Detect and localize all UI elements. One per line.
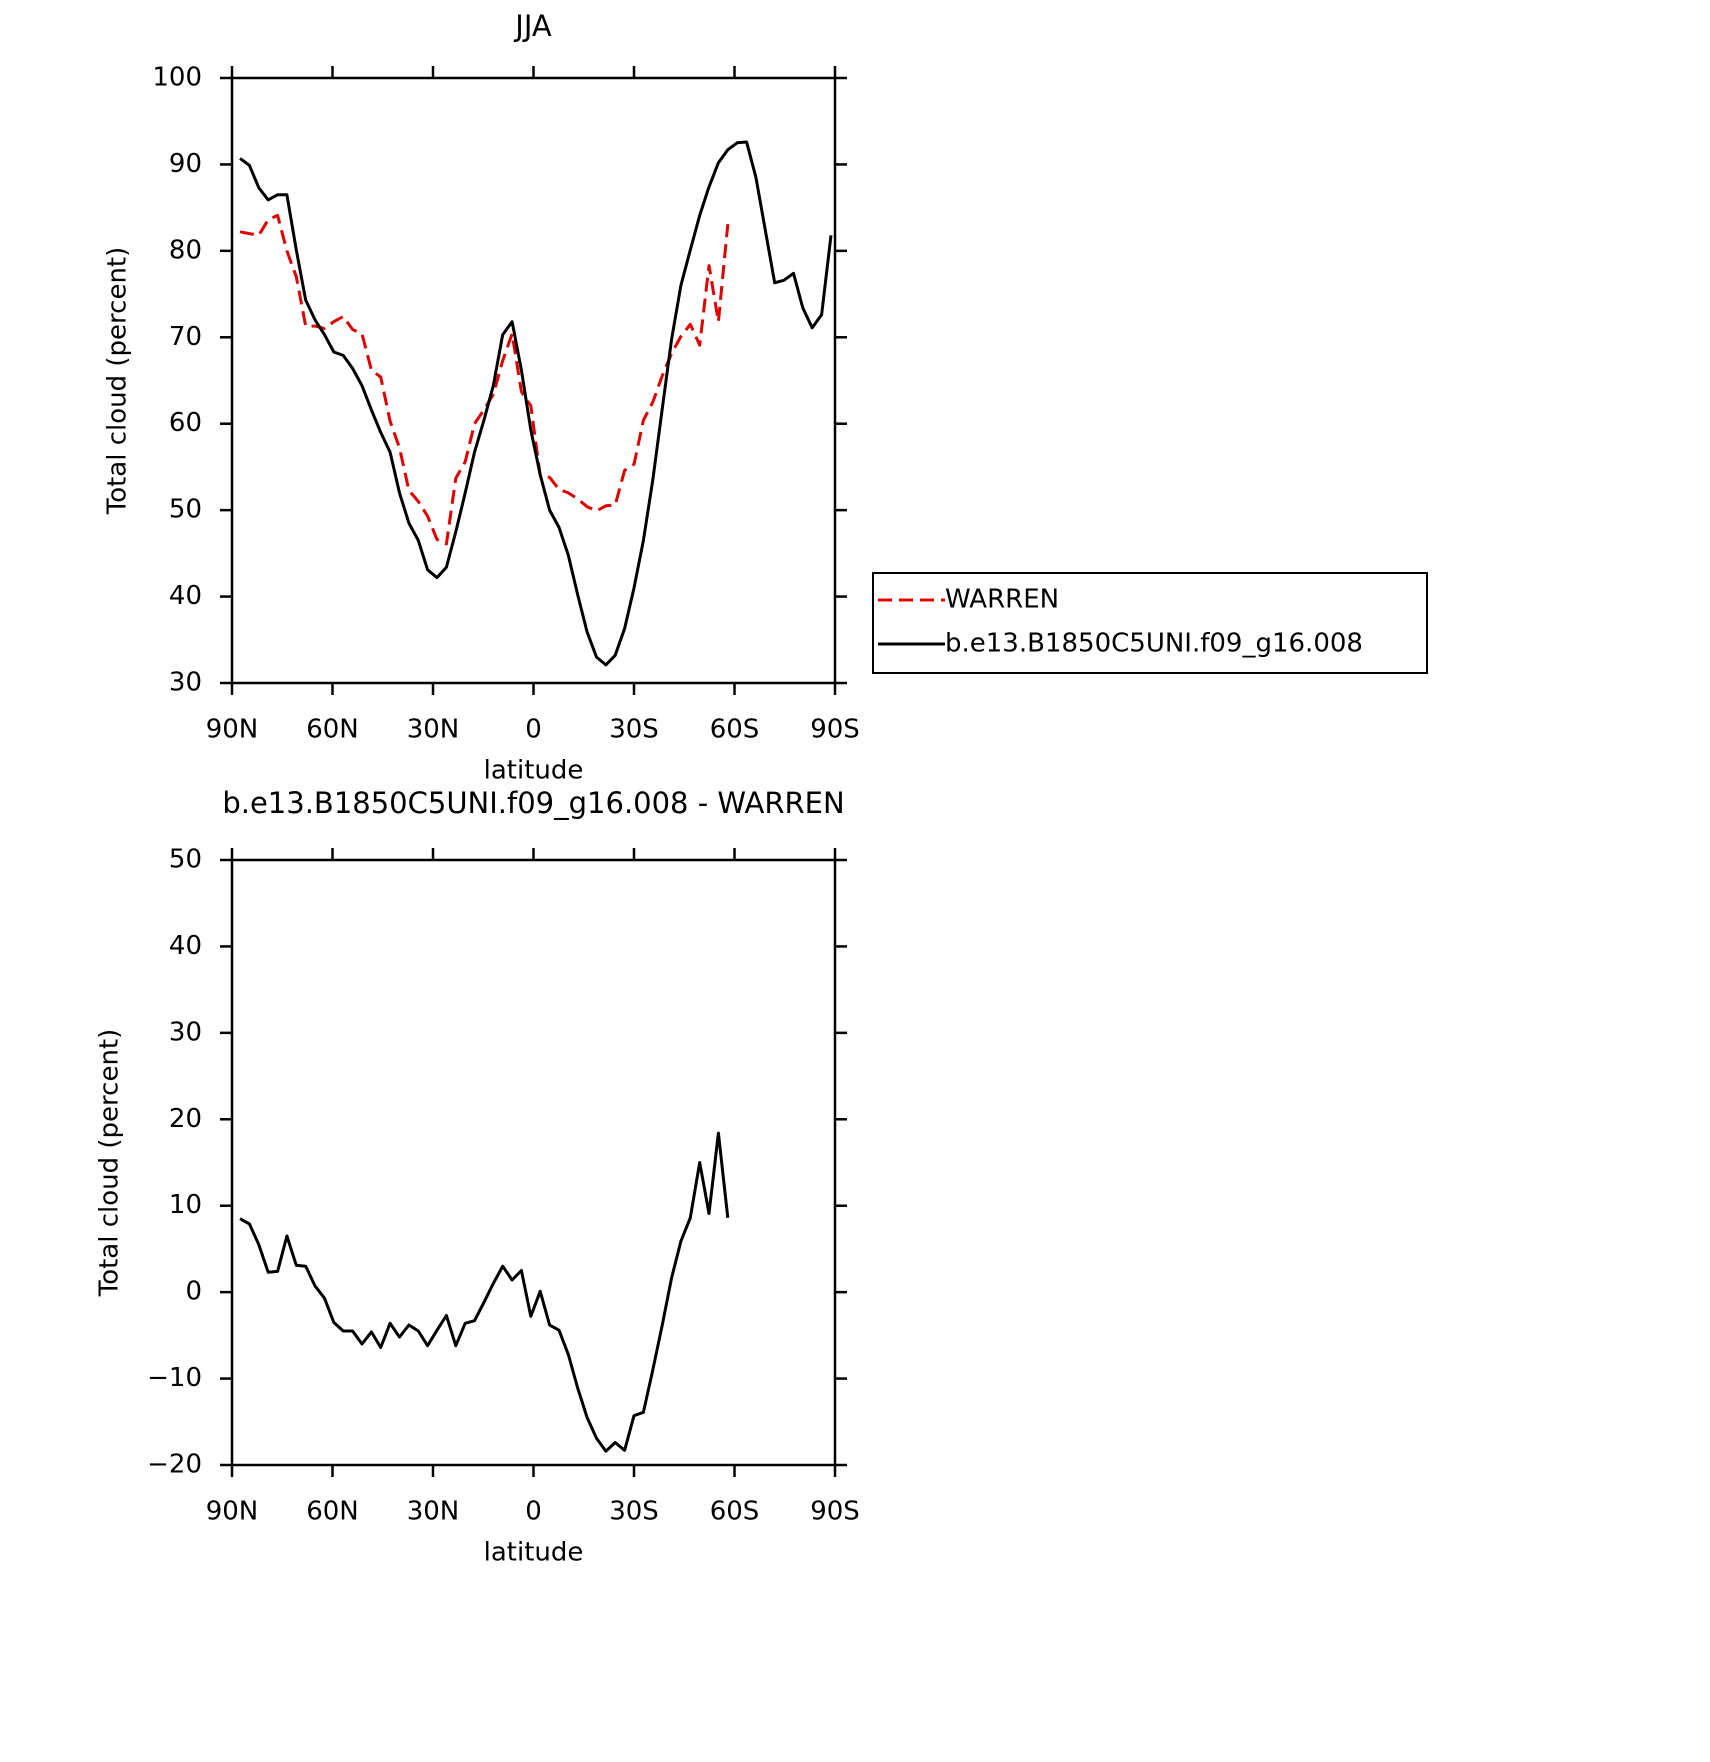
y-tick-label: −10 (147, 1363, 202, 1393)
y-tick-label: 50 (169, 845, 202, 875)
y-tick-label: 100 (152, 63, 202, 93)
y-tick-label: 10 (169, 1190, 202, 1220)
x-tick-label: 90N (206, 1497, 259, 1527)
y-tick-label: 0 (185, 1277, 202, 1307)
legend-label: b.e13.B1850C5UNI.f09_g16.008 (945, 629, 1363, 659)
y-tick-label: 40 (169, 931, 202, 961)
x-tick-label: 60N (306, 715, 359, 745)
plot-frame (230, 76, 837, 685)
x-tick-label: 90N (206, 715, 259, 745)
x-tick-label: 60S (710, 1497, 760, 1527)
plot: b.e13.B1850C5UNI.f09_g16.008 - WARREN lat… (95, 786, 860, 1568)
y-tick-label: 30 (169, 668, 202, 698)
plot-title: b.e13.B1850C5UNI.f09_g16.008 - WARREN (222, 786, 844, 820)
y-tick-label: −20 (147, 1450, 202, 1480)
y-tick-label: 90 (169, 149, 202, 179)
y-tick-label: 60 (169, 408, 202, 438)
plot-frame (230, 858, 837, 1467)
data-line (239, 140, 833, 667)
x-tick-label: 30N (407, 1497, 460, 1527)
data-line (239, 213, 730, 546)
y-tick-label: 70 (169, 322, 202, 352)
y-axis-label: Total cloud (percent) (103, 247, 133, 516)
y-tick-label: 80 (169, 235, 202, 265)
data-line (239, 1131, 730, 1453)
x-tick-label: 90S (810, 1497, 860, 1527)
x-tick-label: 60N (306, 1497, 359, 1527)
y-tick-label: 50 (169, 495, 202, 525)
x-tick-label: 30S (609, 715, 659, 745)
x-axis-label: latitude (484, 756, 584, 786)
y-tick-label: 40 (169, 581, 202, 611)
x-axis-label: latitude (484, 1538, 584, 1568)
legend-label: WARREN (945, 585, 1059, 615)
x-tick-label: 90S (810, 715, 860, 745)
x-tick-label: 0 (525, 1497, 542, 1527)
y-axis-label: Total cloud (percent) (95, 1029, 125, 1298)
x-tick-label: 0 (525, 715, 542, 745)
y-tick-label: 30 (169, 1017, 202, 1047)
x-tick-label: 60S (710, 715, 760, 745)
legend-box (872, 572, 1428, 674)
plot-title: JJA (513, 9, 552, 43)
x-tick-label: 30N (407, 715, 460, 745)
x-tick-label: 30S (609, 1497, 659, 1527)
y-tick-label: 20 (169, 1104, 202, 1134)
plot: JJA latitude Total cloud (percent) 30 40 50 60… (103, 9, 1428, 786)
